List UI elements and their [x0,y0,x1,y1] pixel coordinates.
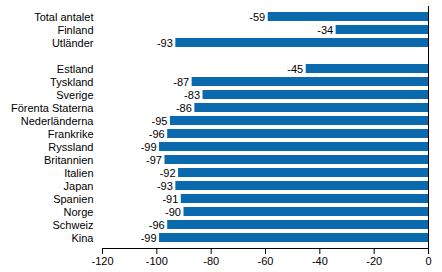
svg-text:-20: -20 [366,255,382,267]
svg-text:-100: -100 [146,255,168,267]
svg-text:-59: -59 [249,11,265,23]
svg-text:-99: -99 [141,232,157,244]
svg-text:-97: -97 [146,154,162,166]
svg-text:Ryssland: Ryssland [48,141,93,153]
svg-text:-40: -40 [312,255,328,267]
svg-text:-45: -45 [287,63,303,75]
svg-text:Japan: Japan [64,180,94,192]
svg-text:-92: -92 [160,167,176,179]
svg-text:Nederländerna: Nederländerna [21,115,95,127]
svg-text:Britannien: Britannien [44,154,94,166]
svg-text:-99: -99 [141,141,157,153]
svg-text:Utländer: Utländer [52,37,94,49]
svg-text:-91: -91 [162,193,178,205]
svg-text:-93: -93 [157,37,173,49]
svg-text:Total antalet: Total antalet [34,11,93,23]
svg-text:-120: -120 [91,255,113,267]
svg-text:-60: -60 [258,255,274,267]
svg-text:Estland: Estland [57,63,94,75]
svg-text:Spanien: Spanien [53,193,93,205]
svg-text:Sverige: Sverige [56,89,93,101]
svg-text:Norge: Norge [64,206,94,218]
svg-text:-95: -95 [152,115,168,127]
svg-text:-93: -93 [157,180,173,192]
svg-text:Frankrike: Frankrike [48,128,94,140]
svg-text:-86: -86 [176,102,192,114]
svg-text:-80: -80 [203,255,219,267]
svg-text:-83: -83 [184,89,200,101]
svg-text:Italien: Italien [64,167,93,179]
svg-text:Förenta Staterna: Förenta Staterna [11,102,94,114]
svg-text:Finland: Finland [57,24,93,36]
svg-text:-34: -34 [317,24,333,36]
svg-text:-96: -96 [149,128,165,140]
svg-text:-87: -87 [173,76,189,88]
svg-text:-90: -90 [165,206,181,218]
svg-text:-96: -96 [149,219,165,231]
svg-text:Schweiz: Schweiz [53,219,94,231]
svg-text:Kina: Kina [71,232,94,244]
svg-text:0: 0 [425,255,431,267]
svg-text:Tyskland: Tyskland [50,76,93,88]
